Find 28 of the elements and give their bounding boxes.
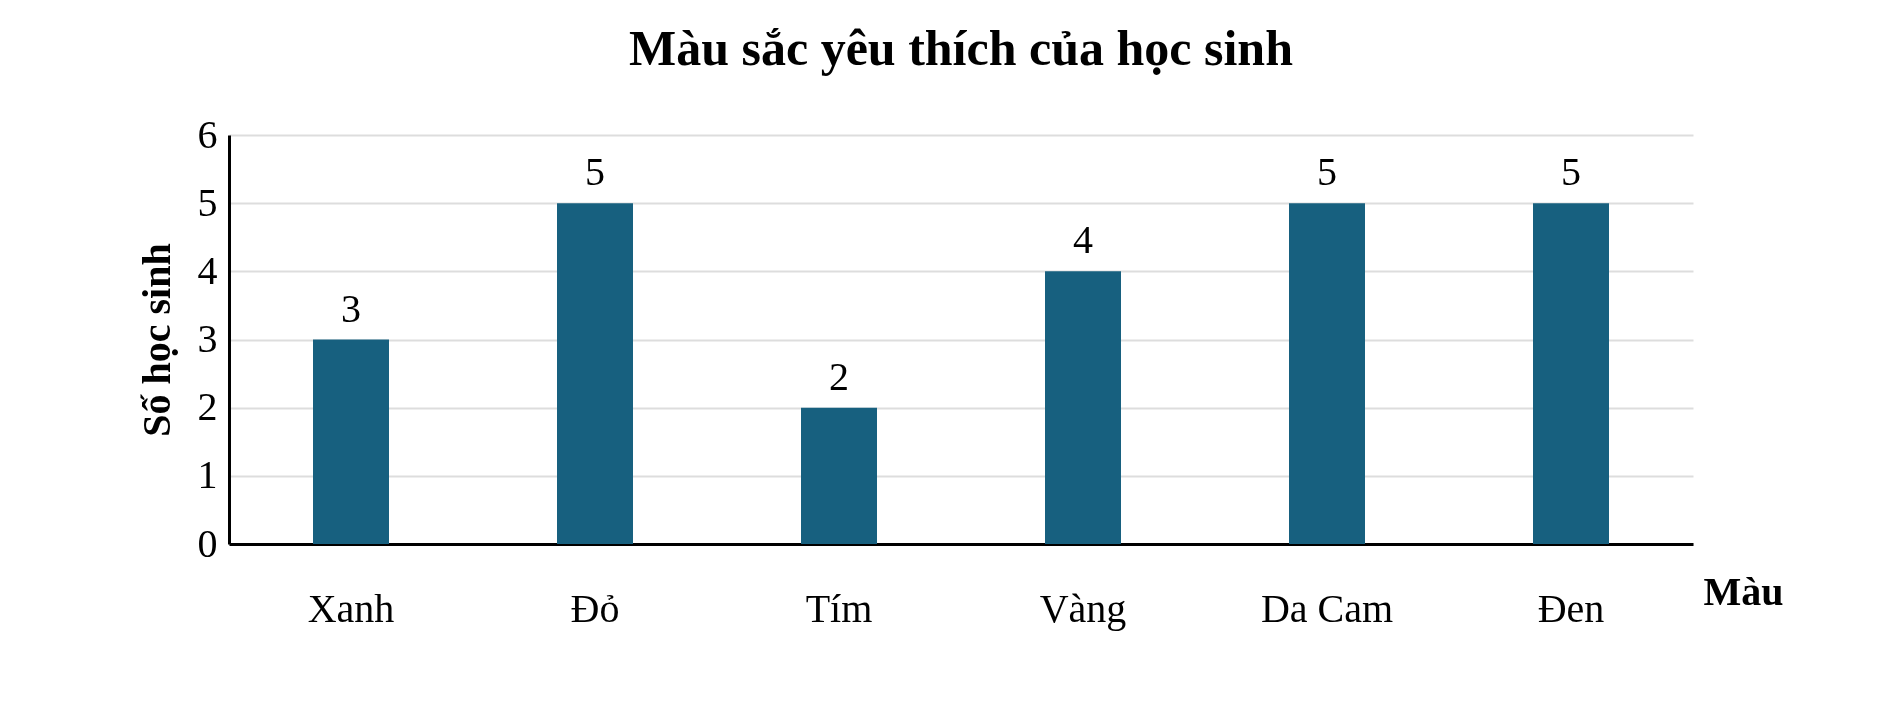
data-label: 3 bbox=[341, 285, 361, 331]
y-tick-label: 5 bbox=[197, 179, 218, 225]
bar bbox=[557, 203, 633, 544]
y-tick-label: 3 bbox=[197, 316, 218, 361]
bar bbox=[801, 407, 877, 544]
bar bbox=[1045, 271, 1121, 544]
bar bbox=[313, 339, 389, 544]
x-tick-label: Đen bbox=[1537, 585, 1605, 631]
x-axis-title: Màu bbox=[1703, 568, 1784, 614]
x-tick-label: Vàng bbox=[1039, 585, 1127, 631]
y-tick-label: 2 bbox=[197, 384, 218, 430]
data-label: 4 bbox=[1073, 217, 1093, 263]
data-label: 5 bbox=[585, 149, 605, 195]
y-tick-label: 1 bbox=[197, 452, 218, 498]
x-tick-label: Da Cam bbox=[1260, 585, 1394, 631]
bar bbox=[1533, 203, 1609, 544]
y-tick-label: 6 bbox=[197, 111, 218, 157]
x-tick-label: Xanh bbox=[307, 585, 395, 631]
bar bbox=[1289, 203, 1365, 544]
y-tick-label: 4 bbox=[197, 247, 218, 293]
y-axis-title: Số học sinh bbox=[133, 243, 179, 437]
x-tick-label: Đỏ bbox=[570, 585, 620, 631]
chart-title: Màu sắc yêu thích của học sinh bbox=[629, 20, 1294, 76]
data-label: 5 bbox=[1561, 149, 1581, 195]
data-label: 5 bbox=[1317, 149, 1337, 195]
data-label: 2 bbox=[829, 353, 849, 399]
y-tick-label: 0 bbox=[197, 520, 218, 566]
x-tick-label: Tím bbox=[805, 585, 873, 631]
